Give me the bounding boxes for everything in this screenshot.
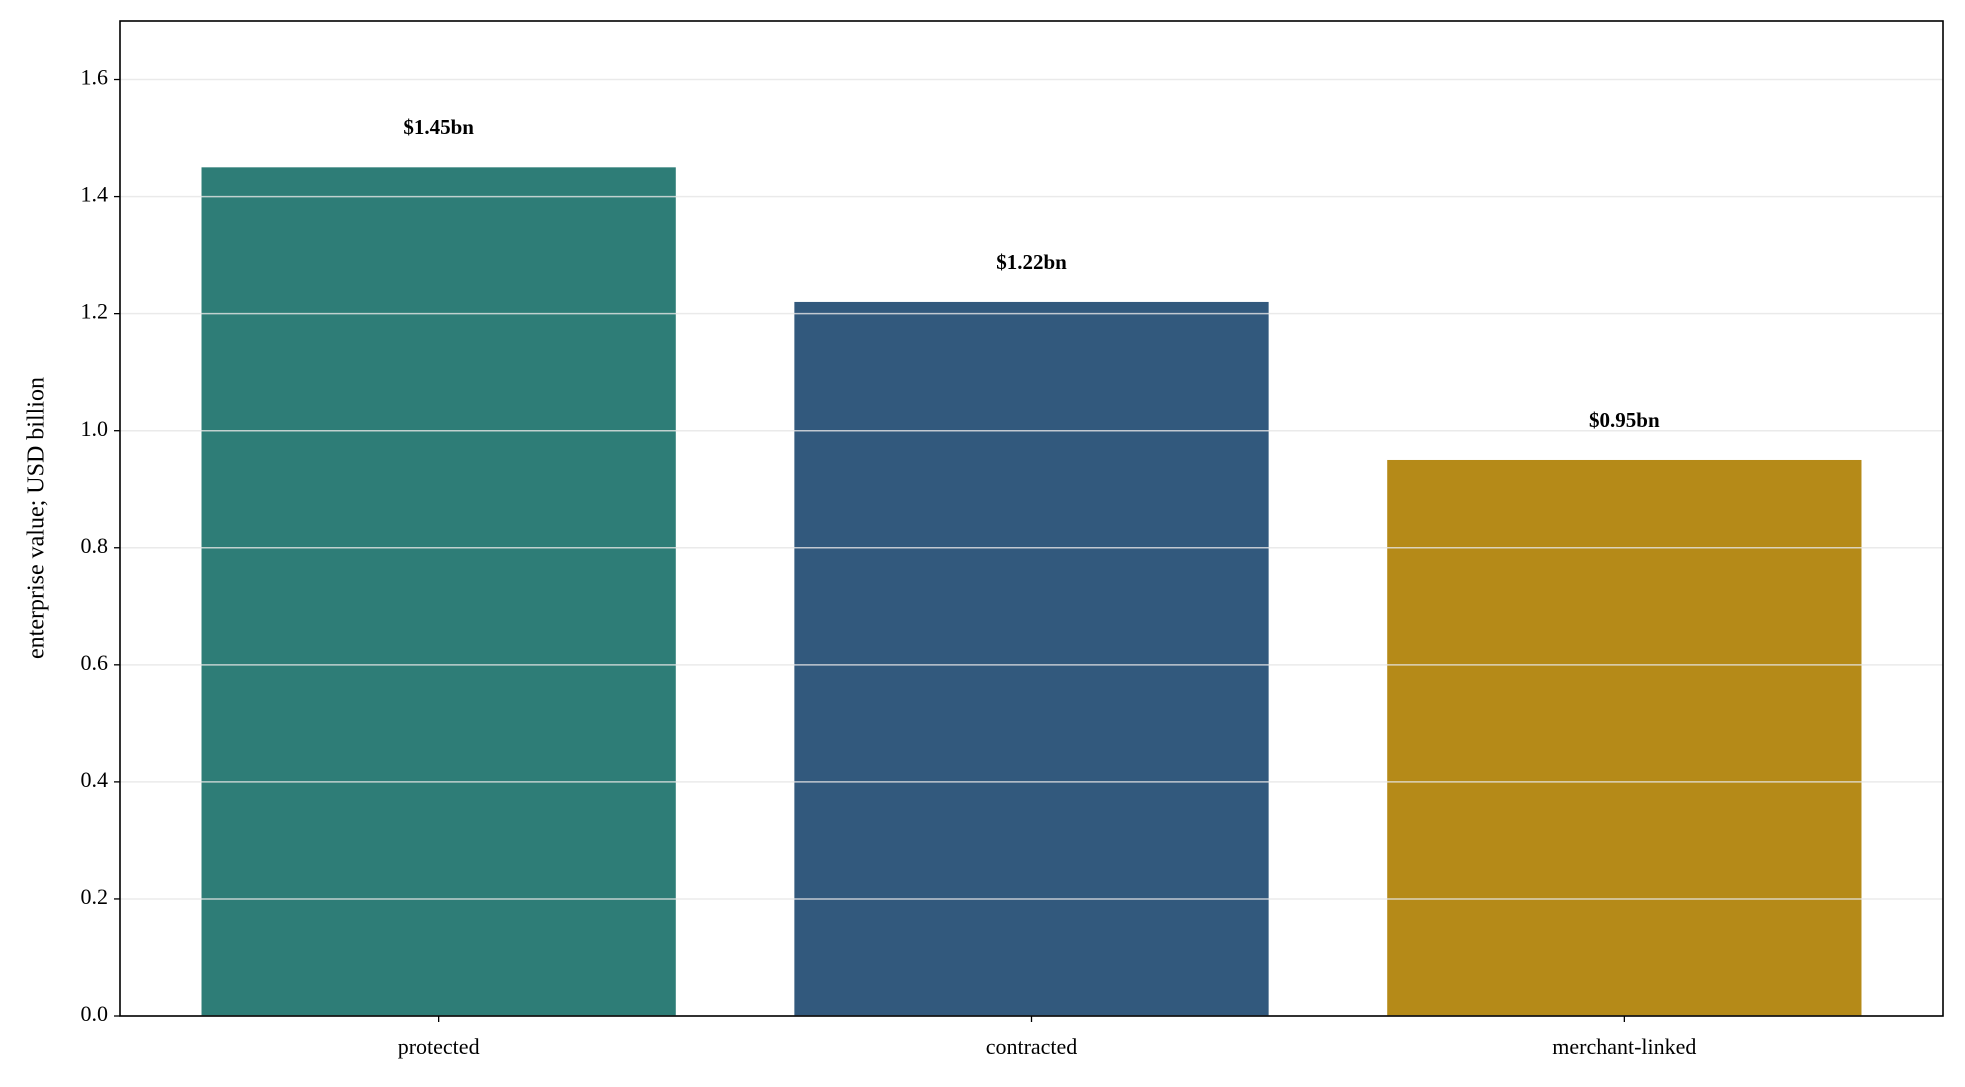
value-label: $1.22bn: [996, 250, 1067, 274]
y-tick-label: 0.8: [81, 533, 109, 558]
value-label: $1.45bn: [403, 115, 474, 139]
y-tick-label: 0.2: [81, 884, 109, 909]
y-tick-label: 1.0: [81, 416, 109, 441]
y-tick-label: 1.4: [81, 182, 109, 207]
value-label: $0.95bn: [1589, 408, 1660, 432]
bar: [201, 167, 676, 1016]
x-tick-label: protected: [398, 1034, 480, 1059]
y-tick-label: 0.6: [81, 650, 109, 675]
y-tick-label: 0.0: [81, 1001, 109, 1026]
x-tick-label: contracted: [986, 1034, 1078, 1059]
plot-frame: [119, 20, 1944, 1017]
bar: [794, 301, 1269, 1016]
y-axis-label: enterprise value; USD billion: [24, 377, 50, 659]
bar: [1387, 459, 1862, 1016]
x-tick-label: merchant-linked: [1552, 1034, 1696, 1059]
bar-layer: [201, 167, 1862, 1016]
y-tick-label: 0.4: [81, 767, 109, 792]
y-tick-label: 1.2: [81, 299, 109, 324]
y-tick-label: 1.6: [81, 65, 109, 90]
